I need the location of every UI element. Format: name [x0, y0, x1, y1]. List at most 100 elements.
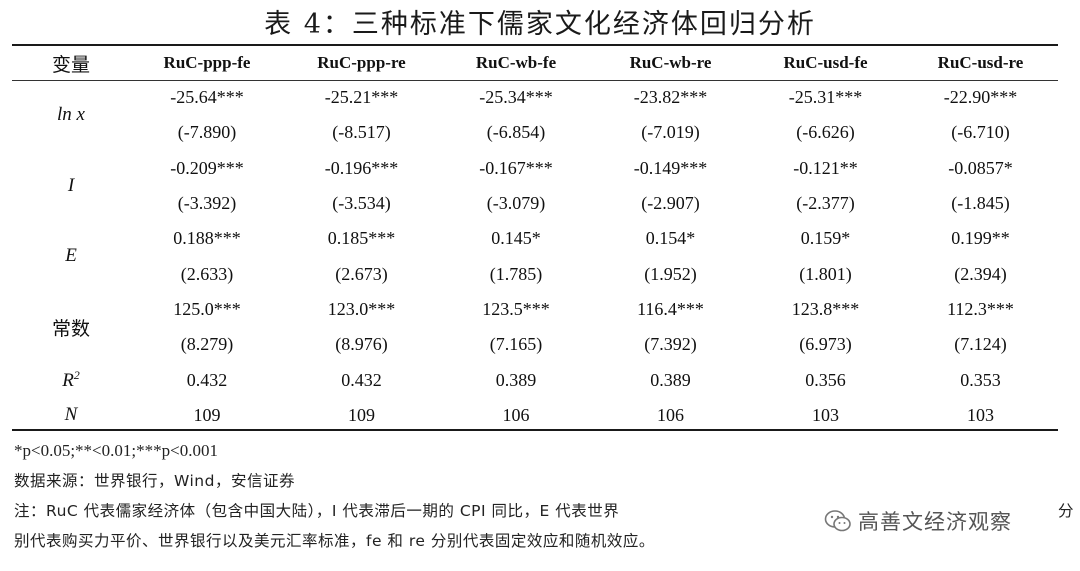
stat-cell: 0.389	[650, 369, 691, 390]
coef-cell: -0.0857*	[948, 157, 1013, 178]
coef-cell: 0.185***	[327, 228, 396, 249]
coef-cell: 123.0***	[327, 298, 396, 319]
coef-cell: 0.188***	[173, 228, 241, 249]
stat-cell: 103	[812, 404, 839, 425]
coef-cell: 0.199**	[951, 228, 1010, 249]
tstat-cell: (8.279)	[180, 334, 234, 355]
coef-cell: -0.149***	[633, 157, 708, 178]
coef-cell: -0.209***	[170, 157, 244, 178]
coef-row: 常数 125.0*** 123.0*** 123.5*** 116.4*** 1…	[12, 292, 1058, 340]
tstat-row: (-3.392) (-3.534) (-3.079) (-2.907) (-2.…	[12, 186, 1058, 221]
significance-note: *p<0.05;**<0.01;***p<0.001	[14, 441, 218, 460]
wechat-icon	[824, 510, 851, 532]
coef-cell: -25.64***	[170, 87, 244, 108]
coef-cell: -0.121**	[793, 157, 858, 178]
tstat-cell: (-7.890)	[177, 122, 237, 143]
coef-cell: 112.3***	[947, 298, 1014, 319]
coef-row: I -0.209*** -0.196*** -0.167*** -0.149**…	[12, 151, 1058, 196]
tstat-cell: (2.394)	[954, 263, 1007, 284]
explanation-note-line1: 注：RuC 代表儒家经济体（包含中国大陆），I 代表滞后一期的 CPI 同比，E…	[14, 496, 1074, 526]
tstat-cell: (-1.845)	[951, 193, 1010, 214]
header-rule	[12, 80, 1058, 81]
coef-cell: 123.5***	[482, 298, 550, 319]
tstat-cell: (6.973)	[799, 334, 852, 355]
tstat-cell: (-6.854)	[486, 122, 546, 143]
tstat-cell: (-7.019)	[641, 122, 700, 143]
watermark: 高善文经济观察	[820, 506, 1020, 536]
explanation-note-line1-end: 分	[1058, 502, 1075, 520]
watermark-text: 高善文经济观察	[858, 510, 1012, 534]
tstat-cell: (-2.907)	[641, 193, 700, 214]
tstat-cell: (-6.710)	[951, 122, 1010, 143]
stat-cell: 103	[967, 404, 994, 425]
stat-cell: 0.432	[186, 369, 228, 390]
top-rule	[12, 44, 1058, 46]
coef-cell: -23.82***	[633, 87, 708, 108]
coef-cell: -0.196***	[324, 157, 399, 178]
coef-cell: -25.34***	[479, 87, 553, 108]
column-header: RuC-ppp-re	[317, 53, 406, 72]
tstat-cell: (-2.377)	[796, 193, 855, 214]
tstat-cell: (-6.626)	[796, 122, 855, 143]
coef-row: E 0.188*** 0.185*** 0.145* 0.154* 0.159*…	[12, 221, 1058, 266]
tstat-cell: (7.124)	[954, 334, 1007, 355]
table-title: 表 4：三种标准下儒家文化经济体回归分析	[264, 9, 816, 40]
coef-cell: -25.21***	[324, 87, 399, 108]
column-header: RuC-wb-re	[629, 53, 712, 72]
tstat-row: (2.633) (2.673) (1.785) (1.952) (1.801) …	[12, 256, 1058, 291]
tstat-row: (-7.890) (-8.517) (-6.854) (-7.019) (-6.…	[12, 115, 1058, 150]
stat-cell: 106	[502, 404, 530, 425]
stat-cell: 106	[657, 404, 684, 425]
tstat-row: (8.279) (8.976) (7.165) (7.392) (6.973) …	[12, 327, 1058, 362]
tstat-cell: (2.633)	[180, 263, 234, 284]
coef-cell: 0.154*	[645, 228, 696, 249]
row-label: R2	[12, 362, 130, 397]
tstat-cell: (1.801)	[799, 263, 852, 284]
stat-cell: 0.432	[341, 369, 382, 390]
tstat-cell: (1.785)	[489, 263, 543, 284]
tstat-cell: (1.952)	[644, 263, 697, 284]
row-label: 常数	[51, 317, 90, 340]
coef-cell: 116.4***	[637, 298, 704, 319]
coef-cell: 0.159*	[800, 228, 851, 249]
bottom-rule	[12, 429, 1058, 431]
tstat-cell: (2.673)	[335, 263, 388, 284]
coef-cell: 0.145*	[491, 228, 541, 249]
coef-cell: 123.8***	[791, 298, 860, 319]
coef-cell: -22.90***	[943, 87, 1018, 108]
tstat-cell: (-8.517)	[332, 122, 391, 143]
stat-cell: 109	[348, 404, 375, 425]
column-header: RuC-ppp-fe	[163, 53, 251, 72]
coef-cell: -0.167***	[479, 157, 553, 178]
row-label: N	[64, 404, 78, 426]
table-notes: *p<0.05;**<0.01;***p<0.001 数据来源：世界银行，Win…	[14, 436, 1074, 556]
r-squared-exponent: 2	[73, 368, 80, 383]
explanation-note-line1-text: 注：RuC 代表儒家经济体（包含中国大陆），I 代表滞后一期的 CPI 同比，E…	[14, 502, 620, 520]
tstat-cell: (-3.079)	[486, 193, 546, 214]
column-header: RuC-usd-fe	[783, 53, 868, 72]
stat-cell: 0.356	[805, 369, 846, 390]
tstat-cell: (-3.534)	[332, 193, 391, 214]
tstat-cell: (8.976)	[335, 334, 388, 355]
coef-cell: -25.31***	[788, 87, 863, 108]
coef-row: ln x -25.64*** -25.21*** -25.34*** -23.8…	[12, 80, 1058, 125]
regression-table: 变量 RuC-ppp-fe RuC-ppp-re RuC-wb-fe RuC-w…	[12, 46, 1058, 433]
source-note: 数据来源：世界银行，Wind，安信证券	[14, 472, 295, 490]
row-label: ln x	[57, 104, 85, 126]
stat-row-n: N 109 109 106 106 103 103	[12, 398, 1058, 433]
header-row: 变量 RuC-ppp-fe RuC-ppp-re RuC-wb-fe RuC-w…	[12, 46, 1058, 80]
coef-cell: 125.0***	[173, 298, 241, 319]
stat-cell: 109	[193, 404, 221, 425]
tstat-cell: (7.392)	[644, 334, 697, 355]
row-label: E	[65, 245, 77, 267]
explanation-note-line2: 别代表购买力平价、世界银行以及美元汇率标准，fe 和 re 分别代表固定效应和随…	[14, 532, 655, 550]
column-header-variable: 变量	[51, 53, 90, 76]
stat-cell: 0.353	[960, 369, 1001, 390]
tstat-cell: (7.165)	[489, 334, 543, 355]
stat-row-r2: R2 0.432 0.432 0.389 0.389 0.356 0.353	[12, 362, 1058, 397]
tstat-cell: (-3.392)	[177, 193, 237, 214]
column-header: RuC-wb-fe	[475, 53, 557, 72]
r-squared-letter: R	[62, 370, 74, 392]
row-label: I	[67, 174, 75, 196]
stat-cell: 0.389	[495, 369, 537, 390]
